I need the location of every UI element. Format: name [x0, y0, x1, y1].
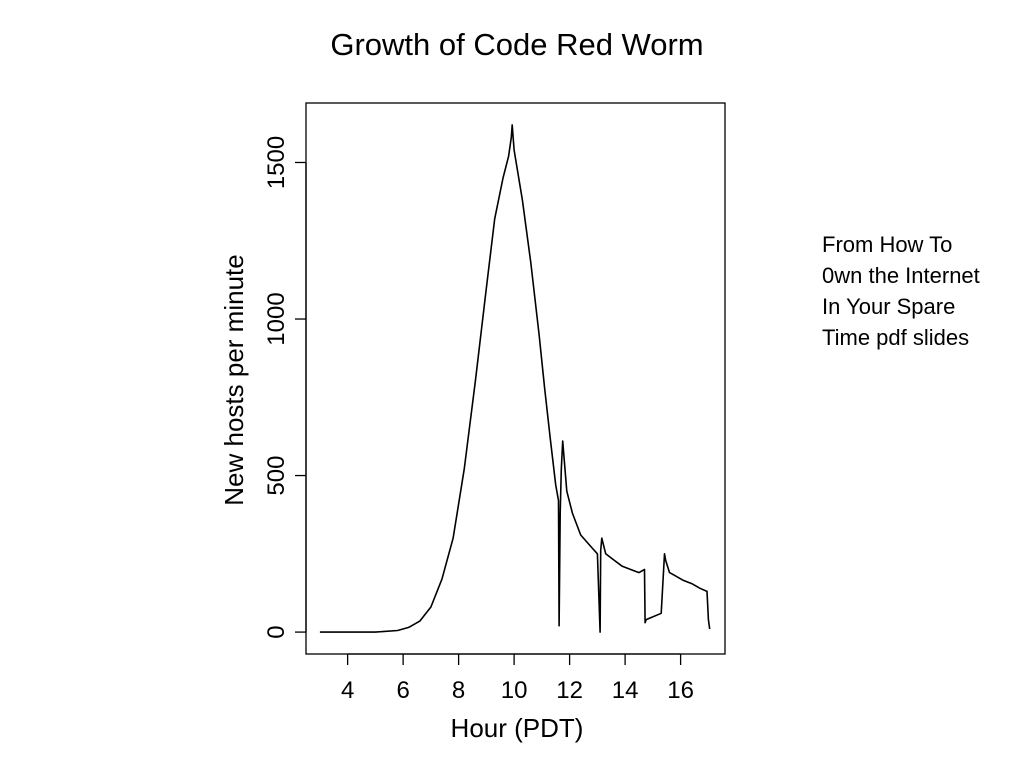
- x-tick-label: 6: [396, 677, 409, 704]
- y-tick-label: 0: [263, 625, 290, 638]
- y-axis: 0 500 1000 1500: [263, 136, 307, 639]
- x-axis-title: Hour (PDT): [451, 713, 584, 743]
- x-tick-label: 4: [341, 677, 354, 704]
- y-tick-label: 500: [263, 456, 290, 496]
- y-axis-title: New hosts per minute: [219, 254, 249, 505]
- series-line: [319, 124, 711, 633]
- x-tick-label: 14: [612, 677, 639, 704]
- y-tick-label: 1500: [263, 136, 290, 189]
- x-tick-label: 8: [452, 677, 465, 704]
- chart-title: Growth of Code Red Worm: [330, 27, 704, 62]
- x-tick-label: 10: [501, 677, 528, 704]
- x-axis: 4 6 8 10 12 14 16: [341, 653, 694, 704]
- slide-caption: From How To 0wn the Internet In Your Spa…: [822, 232, 980, 350]
- plot-frame: [305, 102, 726, 655]
- x-tick-label: 12: [556, 677, 583, 704]
- y-tick-label: 1000: [263, 292, 290, 345]
- x-tick-label: 16: [667, 677, 694, 704]
